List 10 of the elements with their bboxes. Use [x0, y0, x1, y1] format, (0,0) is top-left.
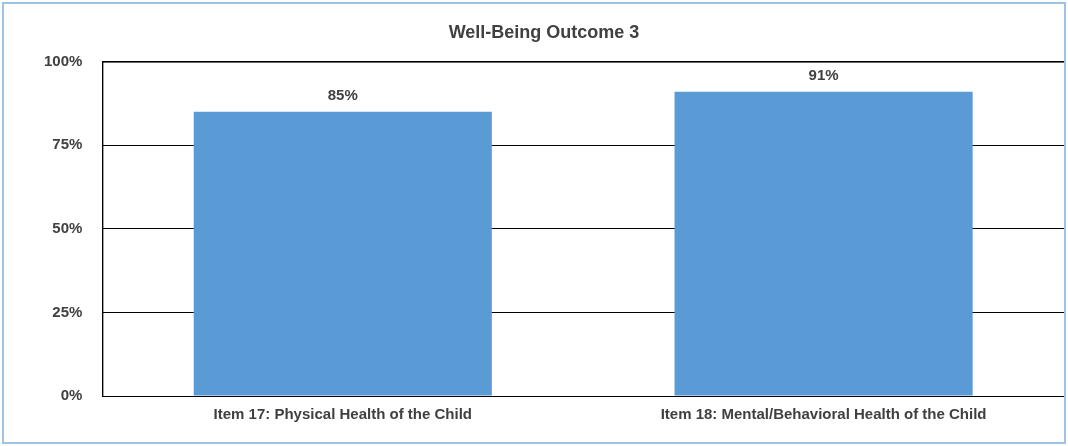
data-label: 91% [808, 66, 839, 84]
chart-title: Well-Being Outcome 3 [448, 21, 640, 42]
y-tick-label: 50% [52, 218, 83, 236]
x-tick-label: Item 17: Physical Health of the Child [213, 405, 472, 423]
y-tick-label: 75% [52, 135, 83, 153]
x-tick-label: Item 18: Mental/Behavioral Health of the Child [660, 405, 987, 423]
data-label: 85% [327, 86, 358, 104]
y-tick-label: 100% [43, 51, 83, 69]
y-tick-label: 25% [52, 302, 83, 320]
y-tick-label: 0% [60, 386, 83, 404]
